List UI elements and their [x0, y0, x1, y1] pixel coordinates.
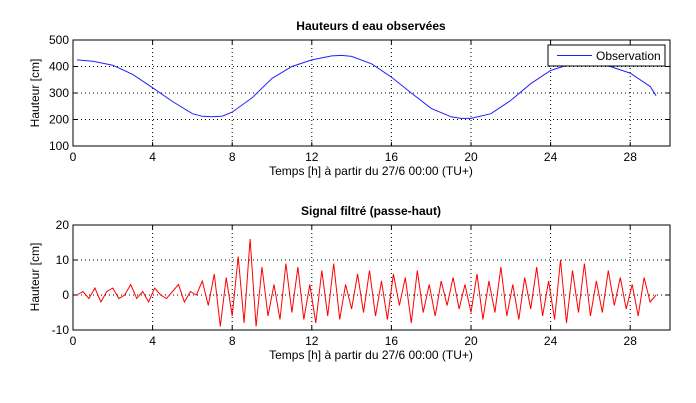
x-tick-label: 24	[544, 150, 558, 164]
x-tick-label: 0	[70, 334, 77, 348]
x-tick-label: 4	[149, 334, 156, 348]
chart-title-bottom: Signal filtré (passe-haut)	[301, 204, 441, 218]
y-tick-label: 0	[62, 288, 69, 302]
series-line-filtered	[76, 238, 657, 327]
x-tick-label: 12	[305, 150, 319, 164]
y-tick-label: -10	[52, 323, 70, 337]
y-tick-label: 200	[49, 113, 69, 127]
x-tick-label: 20	[464, 150, 478, 164]
x-tick-label: 12	[305, 334, 319, 348]
x-tick-label: 8	[229, 150, 236, 164]
axes-frame-bottom	[72, 224, 671, 331]
chart-title-top: Hauteurs d eau observées	[296, 19, 446, 33]
x-tick-label: 16	[385, 150, 399, 164]
x-tick-label: 28	[624, 150, 638, 164]
x-tick-label: 20	[464, 334, 478, 348]
y-tick-label: 10	[56, 253, 70, 267]
x-tick-label: 28	[624, 334, 638, 348]
x-tick-label: 0	[70, 150, 77, 164]
x-axis-label-top: Temps [h] à partir du 27/6 00:00 (TU+)	[269, 164, 473, 178]
y-axis-label-bottom: Hauteur [cm]	[28, 243, 42, 312]
y-tick-label: 300	[49, 86, 69, 100]
x-tick-label: 16	[385, 334, 399, 348]
plot-observations: 0 4 8 12 16 20 24 28 100 200 300 400 500 Hauteurs d …	[28, 19, 671, 178]
y-tick-label: 400	[49, 60, 69, 74]
y-tick-label: 20	[56, 218, 70, 232]
legend: Observation	[547, 44, 666, 67]
x-tick-label: 8	[229, 334, 236, 348]
ticks-top: 0 4 8 12 16 20 24 28 100 200 300 400 500	[49, 33, 670, 164]
legend-label-observation: Observation	[596, 49, 661, 63]
grid-top	[73, 40, 670, 146]
x-tick-label: 24	[544, 334, 558, 348]
grid-bottom	[73, 225, 670, 330]
x-axis-label-bottom: Temps [h] à partir du 27/6 00:00 (TU+)	[269, 348, 473, 362]
y-axis-label-top: Hauteur [cm]	[28, 59, 42, 128]
legend-box	[547, 44, 666, 67]
x-tick-label: 4	[149, 150, 156, 164]
y-tick-label: 500	[49, 33, 69, 47]
y-tick-label: 100	[49, 139, 69, 153]
